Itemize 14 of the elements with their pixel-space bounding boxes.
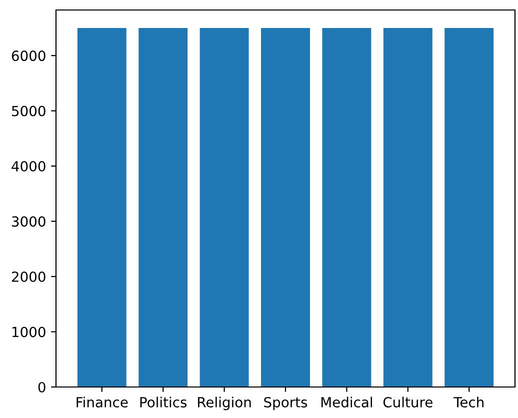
x-tick-label: Finance (76, 396, 128, 408)
y-tick-label: 2000 (12, 271, 46, 282)
x-tick-label: Religion (198, 396, 251, 410)
y-tick-label: 0 (38, 382, 46, 392)
x-tick-label: Politics (140, 396, 187, 408)
x-tick-label: Medical (321, 396, 372, 408)
y-tick-label: 5000 (12, 106, 46, 116)
y-tick-label: 6000 (12, 50, 46, 62)
y-tick-label: 3000 (12, 216, 46, 227)
y-tick-label: 4000 (12, 161, 46, 172)
x-tick-label: Sports (264, 396, 308, 410)
x-tick-label: Tech (454, 396, 484, 408)
y-tick-label: 1000 (12, 326, 46, 338)
x-tick-label: Culture (383, 396, 432, 408)
